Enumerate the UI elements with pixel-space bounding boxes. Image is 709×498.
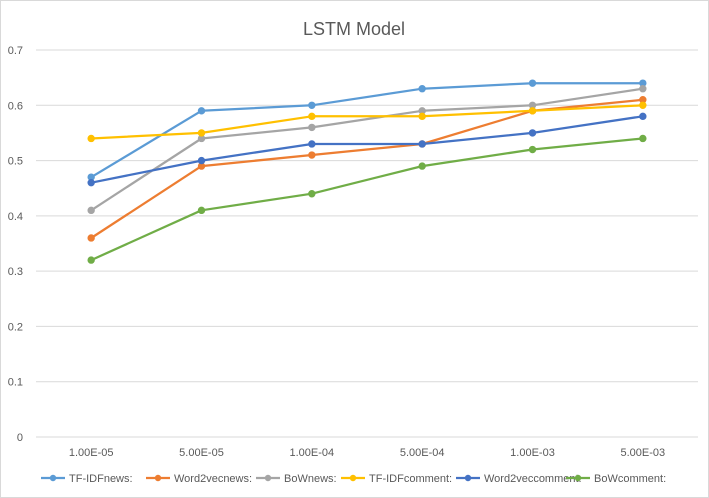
data-point	[528, 145, 537, 154]
x-tick-label: 5.00E-03	[621, 447, 666, 459]
gridlines	[36, 49, 698, 438]
y-tick-label: 0.6	[8, 100, 23, 112]
legend-item: TF-IDFnews:	[41, 473, 133, 485]
data-point	[87, 178, 95, 187]
data-point	[418, 85, 426, 93]
x-tick-label: 5.00E-05	[179, 447, 224, 459]
y-axis-ticks: 0 0.1 0.2 0.3 0.4 0.5 0.6 0.7	[8, 45, 23, 444]
data-point	[418, 162, 426, 170]
legend-item: Word2veccomment:	[456, 473, 582, 485]
data-point	[528, 129, 537, 137]
legend: TF-IDFnews: Word2vecnews: BoWnews: TF-IDFco…	[41, 473, 666, 485]
data-point	[308, 151, 316, 159]
y-tick-label: 0.3	[8, 266, 23, 278]
data-point	[197, 107, 206, 115]
chart-title: LSTM Model	[303, 19, 405, 39]
series-0	[87, 79, 647, 181]
legend-swatch-marker	[154, 474, 162, 482]
series-line	[90, 98, 644, 240]
series-line	[90, 104, 644, 140]
y-tick-label: 0	[17, 432, 23, 444]
data-point	[87, 134, 95, 143]
series-3	[87, 101, 647, 143]
x-axis-ticks: 1.00E-05 5.00E-05 1.00E-04 5.00E-04 1.00E-03…	[69, 447, 665, 459]
data-point	[639, 101, 647, 109]
legend-swatch-marker	[264, 474, 272, 482]
legend-swatch-marker	[349, 474, 357, 482]
legend-label: Word2vecnews:	[174, 473, 252, 485]
data-point	[418, 140, 426, 148]
series-line	[90, 87, 644, 212]
legend-label: Word2veccomment:	[484, 473, 582, 485]
y-tick-label: 0.2	[8, 321, 23, 333]
series-4	[87, 112, 647, 187]
data-point	[197, 156, 206, 165]
legend-label: TF-IDFcomment:	[369, 473, 452, 485]
series-line	[90, 82, 644, 179]
x-tick-label: 5.00E-04	[400, 447, 445, 459]
series-2	[87, 85, 647, 215]
series-5	[87, 134, 647, 264]
x-tick-label: 1.00E-05	[69, 447, 114, 459]
legend-swatch-marker	[574, 474, 582, 482]
legend-swatch-marker	[464, 474, 472, 482]
series-line	[90, 115, 644, 184]
data-point	[308, 123, 316, 132]
data-point	[639, 112, 647, 121]
legend-label: TF-IDFnews:	[69, 473, 133, 485]
data-point	[197, 206, 206, 215]
legend-swatch-marker	[49, 474, 57, 482]
data-point	[87, 234, 95, 242]
data-point	[87, 206, 95, 215]
data-point	[308, 101, 316, 109]
series-line	[90, 137, 644, 262]
y-tick-label: 0.5	[8, 156, 23, 168]
y-tick-label: 0.4	[8, 211, 23, 223]
x-tick-label: 1.00E-03	[510, 447, 555, 459]
legend-label: BoWcomment:	[594, 473, 666, 485]
series-lines	[87, 79, 647, 264]
data-point	[639, 134, 647, 143]
data-point	[308, 112, 316, 121]
legend-item: BoWcomment:	[566, 473, 666, 485]
data-point	[308, 140, 316, 148]
x-tick-label: 1.00E-04	[290, 447, 335, 459]
y-tick-label: 0.7	[8, 45, 23, 57]
data-point	[197, 129, 206, 137]
legend-item: BoWnews:	[256, 473, 337, 485]
data-point	[528, 79, 537, 87]
data-point	[87, 256, 95, 264]
data-point	[308, 190, 316, 198]
legend-item: Word2vecnews:	[146, 473, 252, 485]
data-point	[528, 107, 537, 115]
y-tick-label: 0.1	[8, 377, 23, 389]
data-point	[639, 85, 647, 93]
data-point	[418, 112, 426, 121]
legend-item: TF-IDFcomment:	[341, 473, 452, 485]
legend-label: BoWnews:	[284, 473, 337, 485]
